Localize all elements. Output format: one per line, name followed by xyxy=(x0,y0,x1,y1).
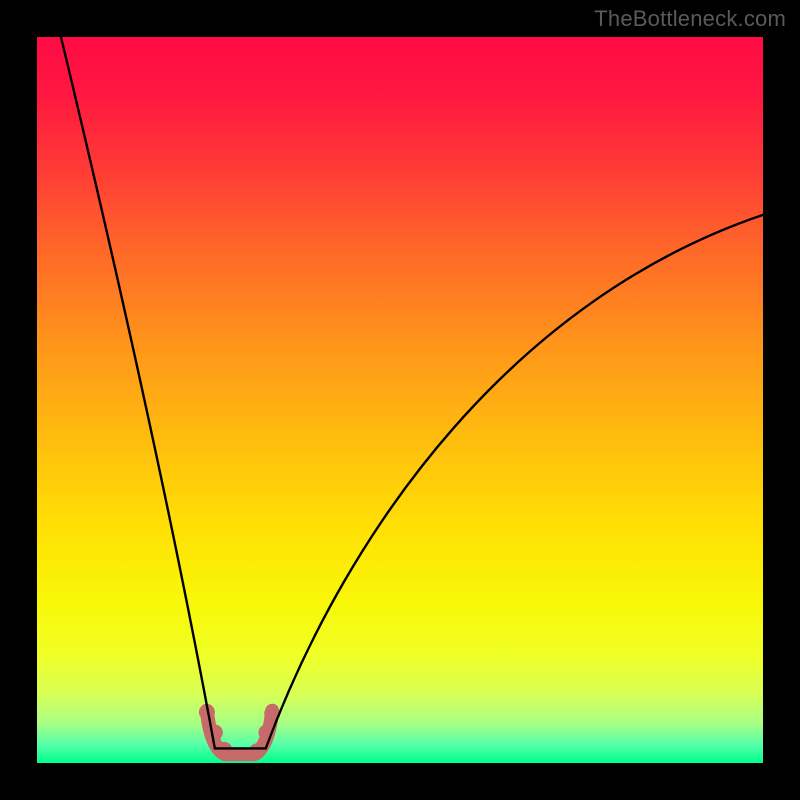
marker-dot xyxy=(249,743,265,759)
watermark-text: TheBottleneck.com xyxy=(594,6,786,32)
marker-dot xyxy=(207,725,223,741)
plot-background xyxy=(37,37,763,763)
marker-dot xyxy=(216,742,232,758)
bottleneck-chart xyxy=(0,0,800,800)
